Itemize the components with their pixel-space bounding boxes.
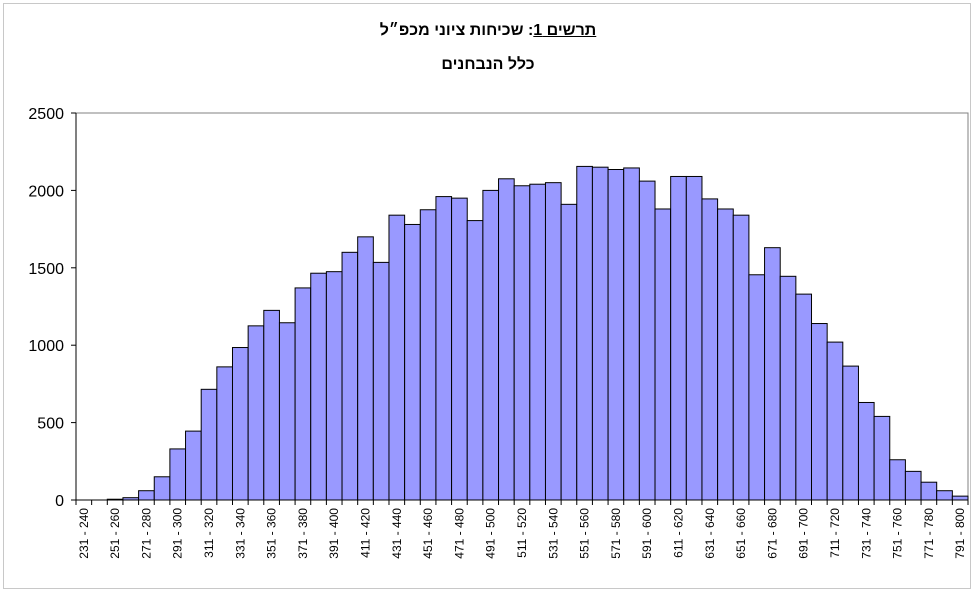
bar [498, 178, 515, 501]
bar [842, 365, 859, 501]
x-tick-label: 691 - 700 [797, 508, 811, 559]
bar [857, 401, 875, 501]
bar [670, 175, 687, 501]
x-tick-label: 311 - 320 [202, 508, 216, 558]
bar [185, 430, 202, 501]
x-tick-label: 471 - 480 [452, 508, 466, 559]
x-tick-label: 791 - 800 [953, 508, 967, 559]
x-tick-label: 271 - 280 [139, 508, 153, 559]
x-tick-label: 371 - 380 [296, 508, 310, 559]
x-tick-label: 751 - 760 [891, 508, 905, 559]
y-tick-label: 2000 [28, 183, 64, 200]
y-tick-label: 500 [37, 416, 64, 433]
x-axis: 231 - 240 251 - 260 271 - 280 291 - 300 311 … [75, 499, 969, 559]
bar [247, 325, 265, 501]
bar [717, 208, 734, 501]
bar [685, 175, 703, 501]
bar [873, 415, 891, 501]
y-axis: 0 500 1000 1500 2000 2500 [28, 106, 77, 510]
bar [764, 247, 781, 501]
x-tick-label: 491 - 500 [484, 508, 498, 559]
bar [404, 223, 421, 501]
bar [544, 182, 562, 501]
bar [482, 189, 500, 501]
bar [278, 322, 296, 501]
x-tick-label: 671 - 680 [765, 508, 779, 559]
x-tick-label: 771 - 780 [922, 508, 936, 559]
bar [811, 323, 828, 501]
x-tick-label: 231 - 240 [77, 508, 91, 559]
bar [451, 197, 468, 501]
bar [920, 481, 938, 501]
chart-frame [3, 3, 971, 589]
x-tick-label: 631 - 640 [703, 508, 717, 559]
bar [357, 236, 374, 501]
bar [529, 183, 546, 501]
x-tick-label: 651 - 660 [734, 508, 748, 559]
bar [623, 167, 640, 501]
x-tick-label: 391 - 400 [327, 508, 341, 559]
bar [748, 274, 766, 501]
bar [889, 459, 906, 501]
x-tick-label: 511 - 520 [515, 508, 529, 558]
bar [325, 271, 343, 501]
bar [216, 366, 233, 501]
bars [106, 165, 969, 501]
x-tick-label: 251 - 260 [108, 508, 122, 559]
bar [936, 490, 953, 501]
bar [607, 169, 625, 501]
y-tick-label: 0 [55, 493, 64, 510]
bar [732, 214, 750, 501]
bar [466, 220, 484, 501]
bar [388, 214, 406, 501]
bar [435, 196, 453, 501]
chart-title-rest: : שכיחות ציוני מכפ״ל [379, 22, 534, 39]
chart-subtitle: כלל הנבחנים [441, 56, 535, 73]
x-tick-label: 591 - 600 [640, 508, 654, 559]
x-tick-label: 291 - 300 [171, 508, 185, 559]
bar [904, 470, 922, 501]
bar [779, 275, 797, 501]
bar [638, 180, 656, 501]
bar [951, 495, 969, 501]
bar [826, 341, 844, 501]
x-tick-label: 711 - 720 [828, 508, 842, 558]
bar [341, 251, 359, 501]
x-tick-label: 551 - 560 [578, 508, 592, 559]
x-tick-label: 731 - 740 [859, 508, 873, 559]
x-tick-label: 431 - 440 [390, 508, 404, 559]
bar [701, 198, 719, 501]
y-tick-label: 1000 [28, 338, 64, 355]
bar [654, 208, 672, 501]
bar [419, 209, 437, 501]
bar [153, 476, 171, 501]
x-tick-label: 351 - 360 [265, 508, 279, 559]
bar [576, 165, 593, 501]
chart-title-prefix: תרשים 1 [533, 22, 597, 39]
x-tick-label: 611 - 620 [671, 508, 685, 558]
bar [591, 166, 609, 501]
bar [294, 287, 312, 501]
bar [795, 293, 813, 501]
x-tick-label: 331 - 340 [233, 508, 247, 559]
bar [310, 272, 327, 501]
bar [263, 309, 280, 501]
x-tick-label: 411 - 420 [359, 508, 373, 558]
chart-title: תרשים 1: שכיחות ציוני מכפ״ל [0, 22, 976, 40]
x-tick-label: 531 - 540 [546, 508, 560, 559]
bar [231, 347, 249, 501]
bar [560, 203, 578, 501]
bar [372, 261, 390, 501]
bar [200, 388, 218, 501]
bar [169, 448, 187, 501]
y-tick-label: 2500 [28, 106, 64, 123]
x-tick-label: 571 - 580 [609, 508, 623, 559]
bar [138, 490, 155, 501]
y-tick-label: 1500 [28, 261, 64, 278]
x-tick-label: 451 - 460 [421, 508, 435, 559]
bar [513, 185, 531, 501]
